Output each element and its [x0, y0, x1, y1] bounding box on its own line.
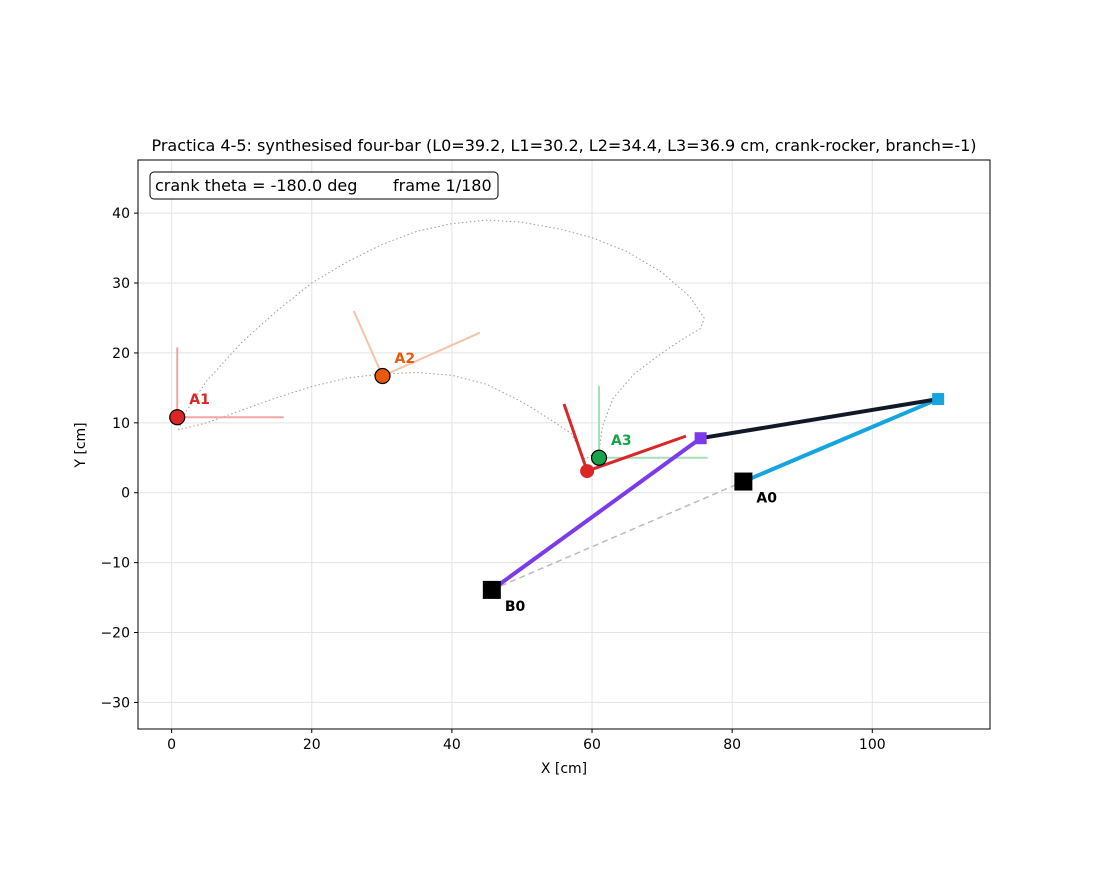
- coupler-link: [698, 397, 941, 441]
- y-axis-ticks: −30 −20 −10 0 10 20 30 40: [100, 206, 138, 711]
- y-tick-label: 40: [112, 206, 130, 222]
- crank-angle-readout: crank theta = -180.0 deg: [155, 176, 357, 195]
- precision-point-a1: [169, 409, 186, 426]
- x-axis-label: X [cm]: [541, 761, 587, 777]
- plot-frame: [137, 159, 991, 730]
- output-rocker-link: [489, 436, 703, 592]
- y-tick-label: 30: [112, 276, 130, 292]
- x-tick-label: 40: [443, 737, 461, 753]
- x-tick-label: 0: [167, 737, 176, 753]
- x-tick-label: 60: [583, 737, 601, 753]
- ground-pivot-label: B0: [505, 599, 526, 615]
- info-box-frame: [149, 171, 499, 200]
- info-box: crank theta = -180.0 deg frame 1/180: [149, 171, 499, 200]
- x-tick-label: 80: [723, 737, 741, 753]
- precision-frame-axis: [382, 331, 481, 377]
- coupler-frame-arm: [586, 434, 687, 473]
- mechanism-layer: A0 B0 A1 A2 A3: [169, 219, 945, 615]
- frame-counter: frame 1/180: [393, 176, 492, 195]
- y-tick-label: 0: [121, 486, 130, 502]
- x-tick-label: 20: [303, 737, 321, 753]
- y-tick-label: 10: [112, 416, 130, 432]
- y-tick-label: −20: [100, 626, 130, 642]
- rocker-joint: [694, 432, 707, 445]
- precision-point-a2: [374, 367, 391, 385]
- ground-link: [491, 480, 744, 591]
- ground-pivot-a0: [734, 472, 753, 491]
- coupler-curve-trace: [178, 219, 705, 460]
- y-tick-label: 20: [112, 346, 130, 362]
- precision-frame-axis: [352, 310, 384, 377]
- precision-point-label: A2: [395, 351, 416, 367]
- y-axis-label: Y [cm]: [73, 422, 89, 468]
- ground-pivot-label: A0: [756, 491, 777, 507]
- x-tick-label: 100: [859, 737, 886, 753]
- x-axis-ticks: 0 20 40 60 80 100: [167, 729, 886, 753]
- coupler-frame-arm: [562, 403, 589, 472]
- input-crank-link: [741, 397, 941, 484]
- grid: [138, 160, 990, 729]
- ground-pivot-b0: [482, 580, 501, 599]
- chart-title: Practica 4-5: synthesised four-bar (L0=3…: [151, 136, 976, 155]
- crank-joint: [932, 393, 945, 406]
- precision-point-a3: [590, 449, 608, 466]
- y-tick-label: −10: [100, 556, 130, 572]
- precision-point-label: A3: [611, 433, 632, 449]
- precision-point-label: A1: [189, 392, 210, 408]
- coupler-point: [580, 464, 595, 479]
- y-tick-label: −30: [100, 695, 130, 711]
